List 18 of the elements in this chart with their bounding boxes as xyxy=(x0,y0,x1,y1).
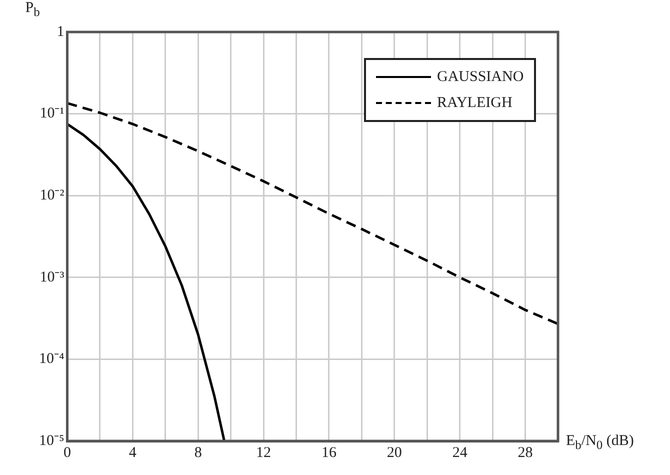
x-axis-title: E$_{b}$/N$_{0}$ (dB) xyxy=(566,433,634,453)
y-tick-label: 10⁻⁴ xyxy=(38,351,64,368)
y-tick-label: 10⁻³ xyxy=(40,269,65,286)
x-tick-label: 28 xyxy=(518,444,533,461)
legend-label: GAUSSIANO xyxy=(437,68,524,86)
x-tick-label: 20 xyxy=(386,444,402,461)
x-tick-label: 4 xyxy=(128,444,137,461)
x-tick-label: 16 xyxy=(321,444,337,461)
y-axis-title: P$_{b}$ xyxy=(25,0,40,20)
x-tick-label: 12 xyxy=(256,444,272,461)
legend-label: RAYLEIGH xyxy=(437,94,512,112)
x-tick-label: 8 xyxy=(194,444,202,461)
x-tick-label: 24 xyxy=(452,444,468,461)
y-tick-label: 1 xyxy=(56,24,64,40)
x-tick-label: 0 xyxy=(63,444,71,461)
y-tick-label: 10⁻⁵ xyxy=(38,432,64,449)
y-tick-label: 10⁻¹ xyxy=(40,106,64,122)
y-tick-label: 10⁻² xyxy=(40,188,65,204)
